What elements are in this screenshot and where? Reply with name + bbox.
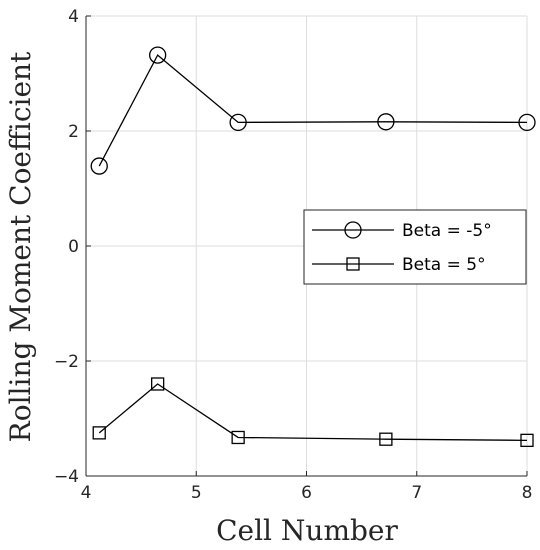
x-tick-label-0: 4: [81, 483, 92, 503]
legend-marker-1: [346, 257, 360, 271]
series-0: [90, 46, 536, 175]
series-1-point-4: [520, 433, 534, 448]
series-0-point-4: [518, 113, 536, 132]
x-tick-label-1: 5: [191, 483, 202, 503]
series-0-point-2: [229, 113, 247, 132]
y-tick-label-3: 2: [68, 122, 79, 142]
plot-series: [90, 46, 536, 448]
x-tick-label-4: 8: [522, 483, 533, 503]
series-1: [92, 377, 534, 448]
tick-labels: 4 5 6 7 8 −4 −2 0 2 4: [54, 7, 532, 503]
y-tick-label-0: −4: [54, 467, 79, 487]
y-axis-label: Rolling Moment Coefficient: [4, 51, 37, 442]
series-1-point-3: [379, 432, 393, 446]
series-1-point-2: [231, 430, 245, 445]
series-0-point-0: [90, 157, 108, 175]
x-tick-label-3: 7: [411, 483, 422, 503]
x-axis-label: Cell Number: [216, 514, 398, 547]
series-line-1: [98, 383, 528, 441]
y-tick-label-4: 4: [68, 7, 79, 27]
legend-label-1: Beta = 5°: [402, 255, 486, 275]
series-1-point-1: [151, 377, 165, 391]
series-0-point-3: [377, 113, 395, 131]
series-line-0: [98, 54, 528, 167]
series-1-point-0: [92, 426, 106, 440]
x-tick-label-2: 6: [301, 483, 312, 503]
legend-box: [303, 209, 527, 285]
y-tick-label-1: −2: [54, 352, 79, 372]
legend: Beta = -5° Beta = 5°: [303, 209, 527, 285]
series-0-point-1: [149, 46, 167, 64]
legend-marker-0: [344, 221, 362, 239]
y-tick-label-2: 0: [68, 237, 79, 257]
axes: [85, 15, 528, 477]
legend-label-0: Beta = -5°: [402, 221, 492, 241]
